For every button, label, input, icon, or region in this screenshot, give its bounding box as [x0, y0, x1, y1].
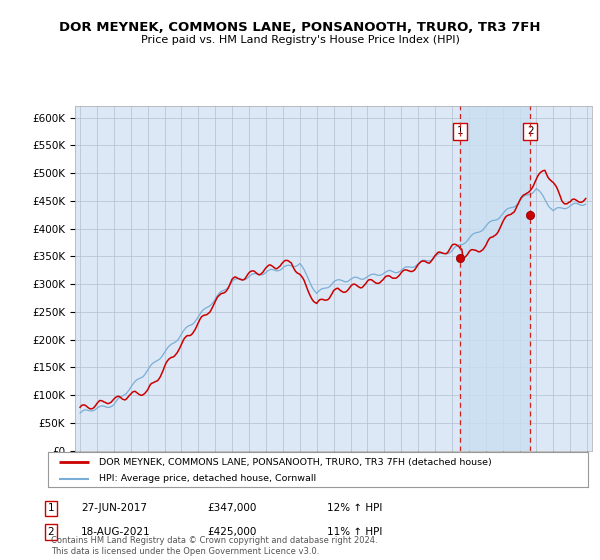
Bar: [460, 106, 530, 451]
Text: 1: 1: [457, 127, 464, 137]
Text: £347,000: £347,000: [207, 503, 256, 514]
Text: DOR MEYNEK, COMMONS LANE, PONSANOOTH, TRURO, TR3 7FH: DOR MEYNEK, COMMONS LANE, PONSANOOTH, TR…: [59, 21, 541, 34]
Text: 12% ↑ HPI: 12% ↑ HPI: [327, 503, 382, 514]
Text: DOR MEYNEK, COMMONS LANE, PONSANOOTH, TRURO, TR3 7FH (detached house): DOR MEYNEK, COMMONS LANE, PONSANOOTH, TR…: [100, 458, 492, 466]
Text: 27-JUN-2017: 27-JUN-2017: [81, 503, 147, 514]
Text: 2: 2: [47, 527, 55, 537]
Text: £425,000: £425,000: [207, 527, 256, 537]
Text: Price paid vs. HM Land Registry's House Price Index (HPI): Price paid vs. HM Land Registry's House …: [140, 35, 460, 45]
Text: 18-AUG-2021: 18-AUG-2021: [81, 527, 151, 537]
Text: 1: 1: [47, 503, 55, 514]
Text: 2: 2: [527, 127, 533, 137]
Text: HPI: Average price, detached house, Cornwall: HPI: Average price, detached house, Corn…: [100, 474, 316, 483]
Text: Contains HM Land Registry data © Crown copyright and database right 2024.
This d: Contains HM Land Registry data © Crown c…: [51, 536, 377, 556]
Text: 11% ↑ HPI: 11% ↑ HPI: [327, 527, 382, 537]
